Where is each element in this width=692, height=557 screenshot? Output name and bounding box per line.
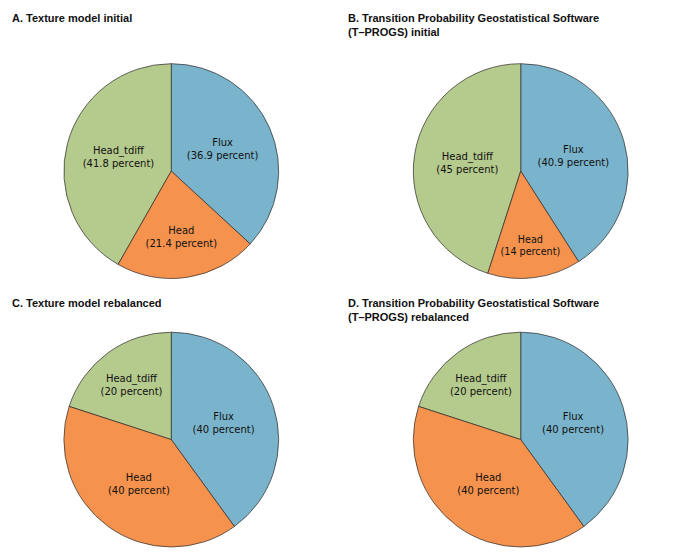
svg-text:Head(40 percent): Head(40 percent) — [108, 472, 170, 496]
svg-text:A. Texture model initial: A. Texture model initial — [12, 12, 132, 24]
svg-text:D. Transition Probability Geos: D. Transition Probability Geostatistical… — [348, 297, 599, 323]
svg-text:Head_tdiff(20 percent): Head_tdiff(20 percent) — [100, 373, 162, 397]
svg-text:Flux(36.9 percent): Flux(36.9 percent) — [187, 137, 259, 161]
svg-text:Flux(40.9 percent): Flux(40.9 percent) — [537, 144, 609, 168]
svg-text:Head_tdiff(45 percent): Head_tdiff(45 percent) — [436, 151, 498, 175]
svg-text:B. Transition Probability Geos: B. Transition Probability Geostatistical… — [348, 12, 599, 38]
svg-text:Head(14 percent): Head(14 percent) — [501, 234, 561, 258]
svg-text:Head_tdiff(20 percent): Head_tdiff(20 percent) — [450, 373, 512, 397]
svg-text:Flux(40 percent): Flux(40 percent) — [193, 411, 255, 435]
svg-text:C. Texture model rebalanced: C. Texture model rebalanced — [12, 297, 162, 309]
svg-text:Head(40 percent): Head(40 percent) — [457, 472, 519, 496]
svg-text:Head(21.4 percent): Head(21.4 percent) — [146, 225, 218, 249]
svg-text:Flux(40 percent): Flux(40 percent) — [542, 411, 604, 435]
svg-text:Head_tdiff(41.8 percent): Head_tdiff(41.8 percent) — [83, 145, 155, 169]
